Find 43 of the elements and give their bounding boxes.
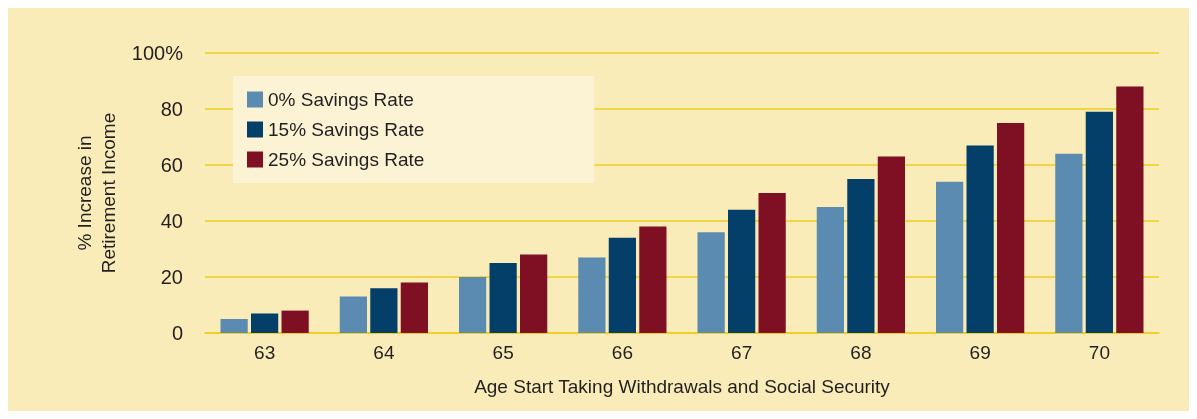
bar bbox=[1085, 111, 1113, 333]
x-tick-label: 70 bbox=[1088, 342, 1110, 363]
x-tick-label: 64 bbox=[373, 342, 395, 363]
bar bbox=[459, 277, 487, 333]
bar bbox=[489, 263, 517, 333]
x-tick-label: 68 bbox=[850, 342, 872, 363]
bar bbox=[251, 313, 279, 333]
bar bbox=[966, 145, 994, 333]
bar bbox=[608, 237, 636, 333]
bar bbox=[220, 319, 248, 333]
y-tick-label: 40 bbox=[160, 210, 183, 232]
bar bbox=[1055, 153, 1083, 333]
x-tick-label: 67 bbox=[731, 342, 753, 363]
bar bbox=[997, 123, 1025, 333]
y-tick-label: 20 bbox=[160, 266, 183, 288]
bar bbox=[728, 209, 756, 333]
bar bbox=[639, 226, 667, 333]
bar bbox=[281, 310, 309, 333]
bar bbox=[339, 296, 367, 333]
legend-label: 0% Savings Rate bbox=[268, 89, 414, 110]
bar bbox=[847, 179, 875, 333]
y-axis-title: % Increase in Retirement Income bbox=[74, 112, 120, 274]
bar bbox=[816, 207, 844, 333]
bar bbox=[877, 156, 905, 333]
x-tick-label: 63 bbox=[254, 342, 276, 363]
bar bbox=[936, 181, 964, 333]
bar bbox=[520, 254, 548, 333]
bar bbox=[697, 232, 725, 333]
legend-label: 15% Savings Rate bbox=[268, 119, 425, 140]
bar bbox=[578, 257, 606, 333]
bar bbox=[400, 282, 428, 333]
y-tick-label: 60 bbox=[160, 154, 183, 176]
x-axis-title: Age Start Taking Withdrawals and Social Security bbox=[474, 376, 891, 397]
y-tick-label: 100% bbox=[131, 42, 184, 64]
x-tick-label: 65 bbox=[492, 342, 514, 363]
y-tick-label: 0 bbox=[171, 322, 183, 344]
bar bbox=[370, 288, 398, 333]
x-tick-label: 69 bbox=[969, 342, 991, 363]
x-tick-label: 66 bbox=[611, 342, 633, 363]
bar bbox=[758, 193, 786, 333]
legend-label: 25% Savings Rate bbox=[268, 149, 425, 170]
y-tick-label: 80 bbox=[160, 98, 183, 120]
bar bbox=[1116, 86, 1144, 333]
